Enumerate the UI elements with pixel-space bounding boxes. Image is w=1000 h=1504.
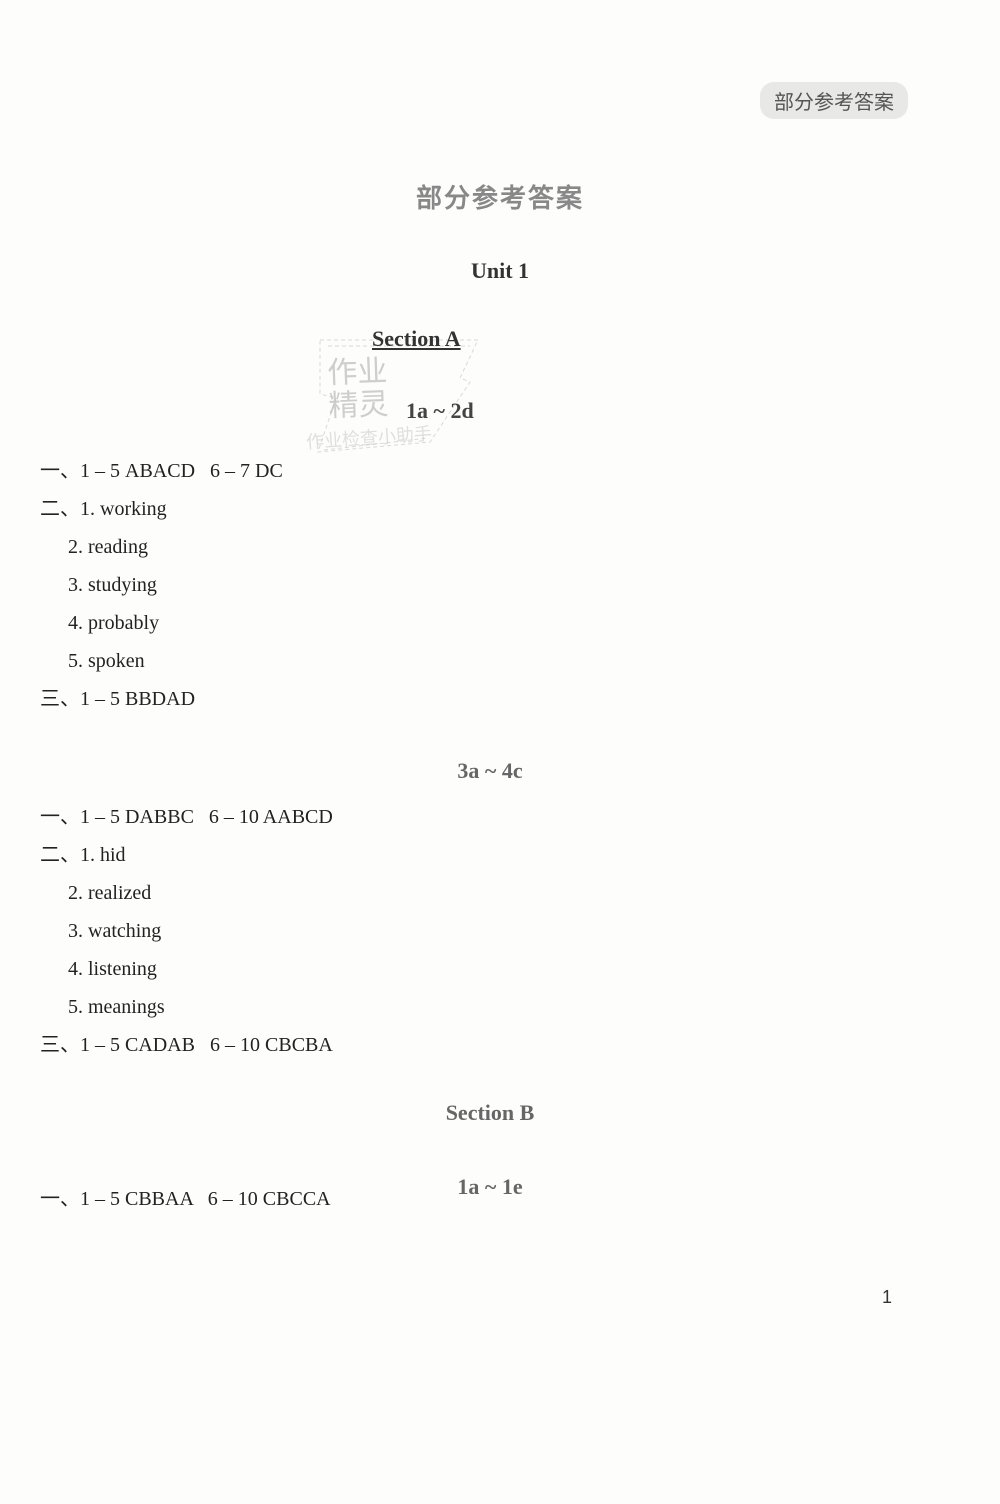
main-title: 部分参考答案 xyxy=(0,178,1000,215)
b1-item2-2: 3. studying xyxy=(40,566,940,604)
b1-item2-3: 4. probably xyxy=(40,604,940,642)
watermark-line2: 精灵 xyxy=(328,388,389,423)
b2-line3: 三、1 – 5 CADAB 6 – 10 CBCBA xyxy=(40,1026,940,1064)
b1-ans3: 1 – 5 BBDAD xyxy=(80,688,195,710)
section-a-label: Section A xyxy=(372,326,461,352)
b2-ans1: 1 – 5 DABBC 6 – 10 AABCD xyxy=(80,806,333,828)
answers-block-3: 一、1 – 5 CBBAA 6 – 10 CBCCA xyxy=(40,1180,940,1218)
b1-line2-head: 二、1. working xyxy=(40,490,940,528)
watermark-line1: 作业 xyxy=(327,355,388,390)
b1-line3: 三、1 – 5 BBDAD xyxy=(40,680,940,718)
b1-item2-1: 2. reading xyxy=(40,528,940,566)
b1-item2-0: 1. working xyxy=(80,498,167,520)
answers-block-1: 一、1 – 5 ABACD 6 – 7 DC 二、1. working 2. r… xyxy=(40,452,940,820)
b2-prefix2: 二、 xyxy=(40,844,80,866)
b2-line1: 一、1 – 5 DABBC 6 – 10 AABCD xyxy=(40,798,940,836)
b1-item2-4: 5. spoken xyxy=(40,642,940,680)
b3-line1: 一、1 – 5 CBBAA 6 – 10 CBCCA xyxy=(40,1180,940,1218)
b2-line2-head: 二、1. hid xyxy=(40,836,940,874)
b2-prefix1: 一、 xyxy=(40,806,80,828)
watermark-main: 作业 精灵 xyxy=(327,355,389,423)
unit-title: Unit 1 xyxy=(0,258,1000,284)
b2-item2-1: 2. realized xyxy=(40,874,940,912)
range-3a-4c: 3a ~ 4c xyxy=(40,750,940,792)
page-number: 1 xyxy=(882,1287,892,1308)
header-tab: 部分参考答案 xyxy=(760,82,908,119)
b2-item2-2: 3. watching xyxy=(40,912,940,950)
b2-prefix3: 三、 xyxy=(40,1034,80,1056)
section-b-label: Section B xyxy=(40,1092,940,1134)
b2-item2-0: 1. hid xyxy=(80,844,126,866)
b2-item2-4: 5. meanings xyxy=(40,988,940,1026)
b3-prefix1: 一、 xyxy=(40,1188,80,1210)
b1-prefix2: 二、 xyxy=(40,498,80,520)
section-a-badge: Section A 作业 精灵 1a ~ 2d 作业检查小助手 xyxy=(300,320,500,470)
b1-prefix1: 一、 xyxy=(40,460,80,482)
b3-ans1: 1 – 5 CBBAA 6 – 10 CBCCA xyxy=(80,1188,331,1210)
b1-ans1: 1 – 5 ABACD 6 – 7 DC xyxy=(80,460,283,482)
b1-prefix3: 三、 xyxy=(40,688,80,710)
b2-ans3: 1 – 5 CADAB 6 – 10 CBCBA xyxy=(80,1034,333,1056)
b1-line1: 一、1 – 5 ABACD 6 – 7 DC xyxy=(40,452,940,490)
b2-item2-3: 4. listening xyxy=(40,950,940,988)
answers-block-2: 一、1 – 5 DABBC 6 – 10 AABCD 二、1. hid 2. r… xyxy=(40,798,940,1236)
